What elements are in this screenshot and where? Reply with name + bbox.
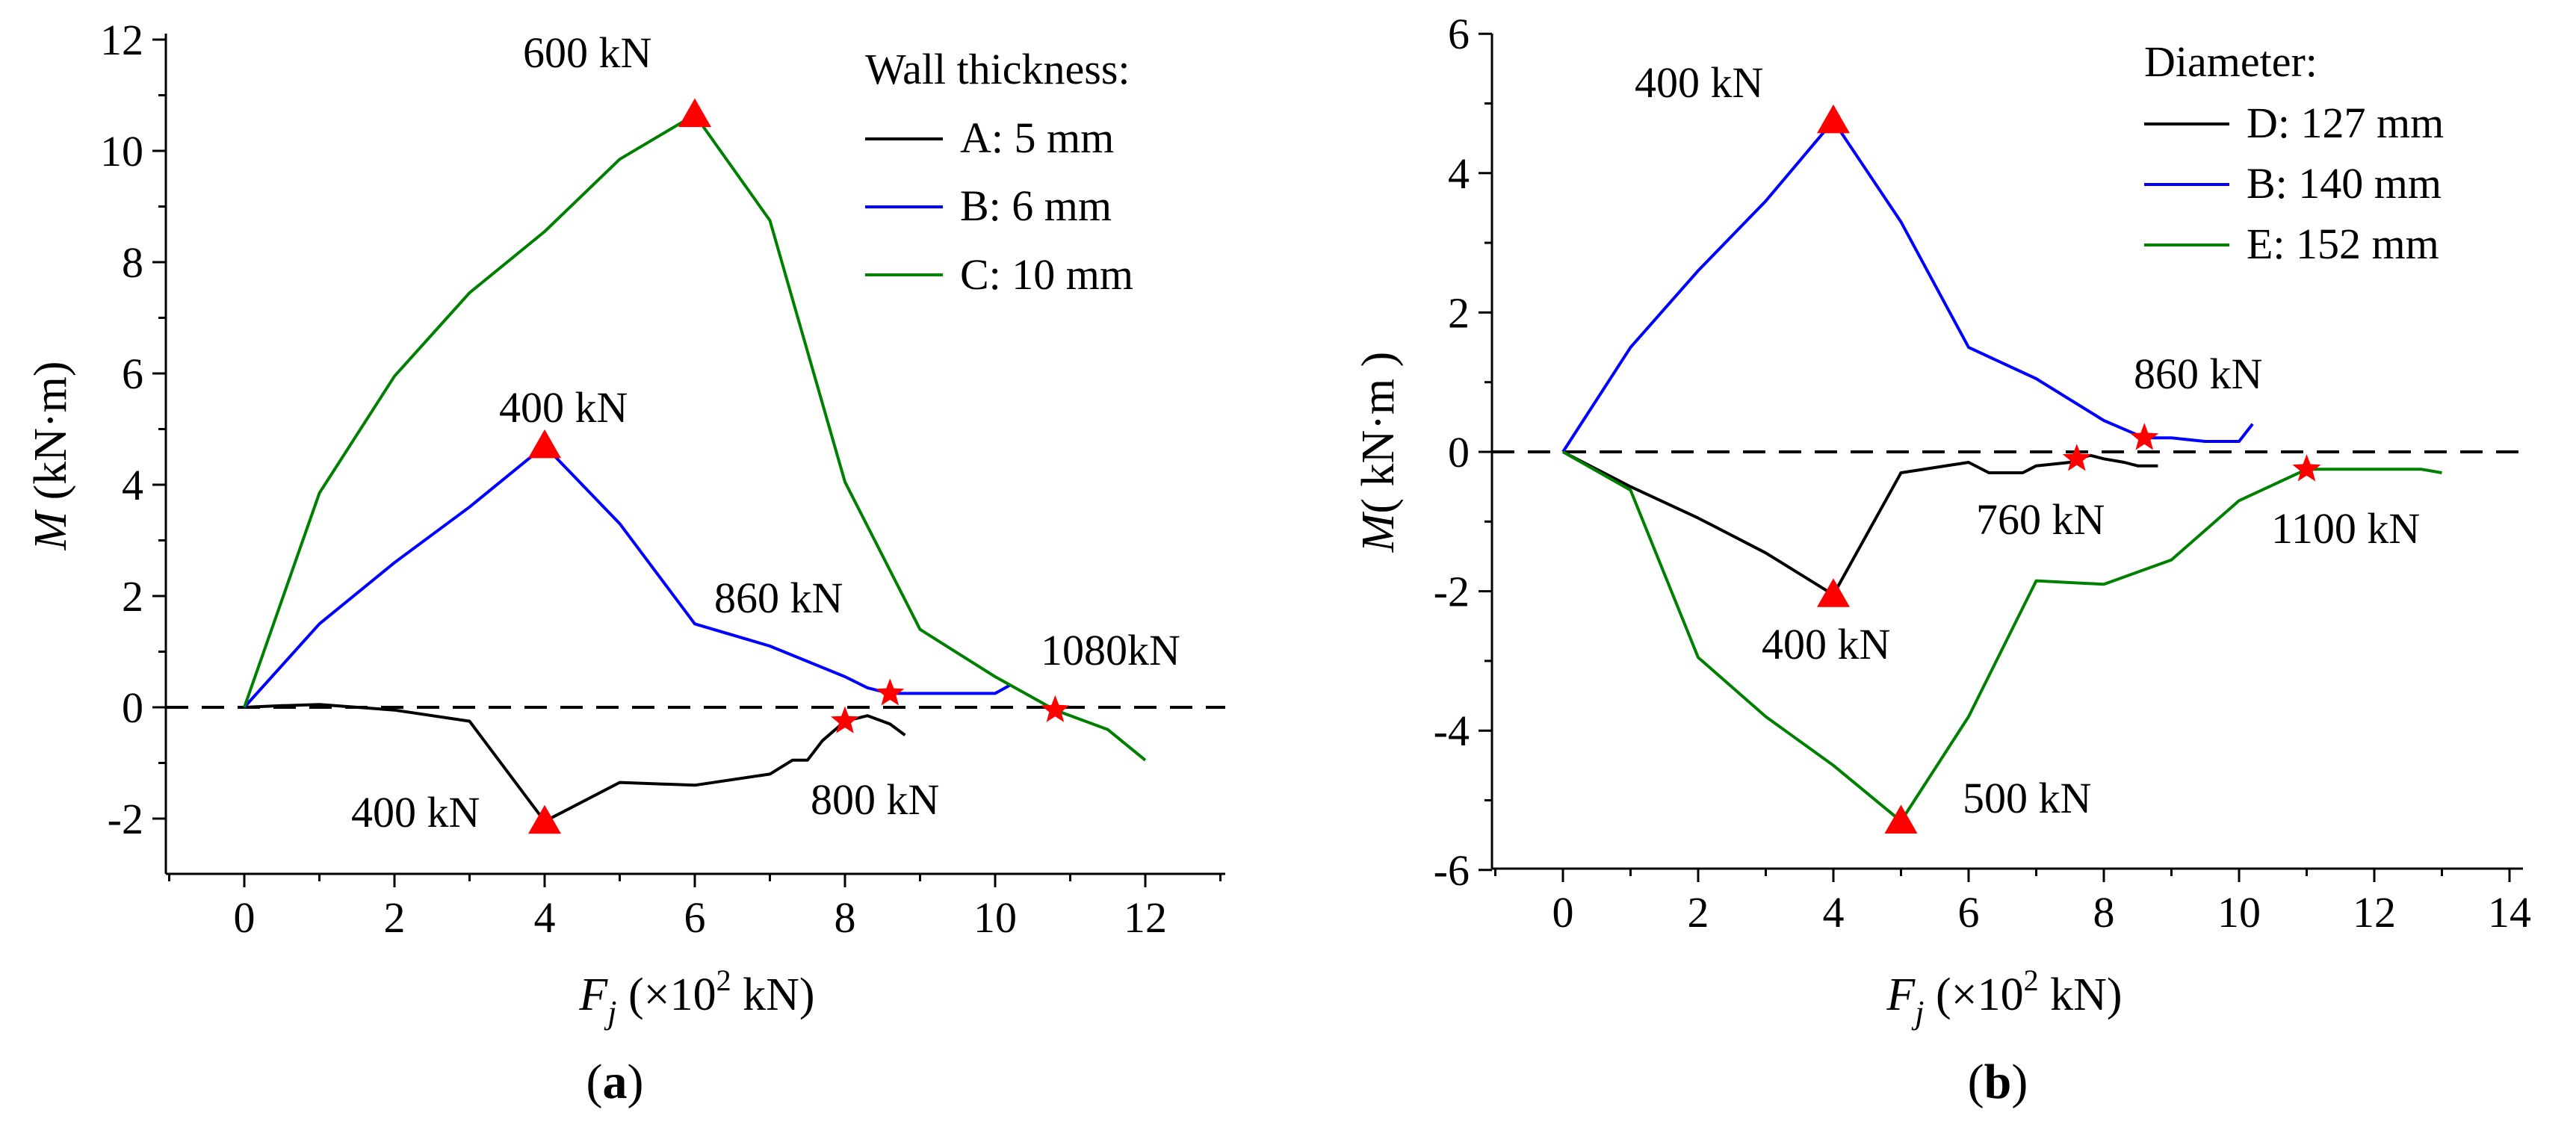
panel-b-legend-label-b: B: 140 mm <box>2247 159 2442 208</box>
y-tick-label: 6 <box>1448 10 1470 58</box>
panel-b-markers <box>1817 104 2321 834</box>
panel-a-legend-label-a: A: 5 mm <box>960 114 1114 162</box>
panel-b-legend-label-e: E: 152 mm <box>2247 220 2439 268</box>
panel-a-legend: Wall thickness: A: 5 mm B: 6 mm C: 10 mm <box>865 45 1133 299</box>
panel-b-y-ticks: -6 -4 -2 0 2 4 6 <box>1434 10 1492 895</box>
series-line-2 <box>243 444 1012 709</box>
panel-a-x-label: Fj (×102 kN) <box>578 963 814 1031</box>
x-tick-label: 10 <box>973 893 1017 942</box>
panel-b-annotation-1100kn: 1100 kN <box>2271 504 2420 553</box>
series-line-3 <box>1562 450 2442 823</box>
y-tick-label: 12 <box>100 16 143 64</box>
panel-a-annotation-800kn: 800 kN <box>811 775 939 824</box>
y-tick-label: -6 <box>1434 846 1470 895</box>
y-tick-label: -4 <box>1434 707 1470 755</box>
x-tick-label: 6 <box>1958 888 1980 937</box>
y-tick-label: 10 <box>100 127 143 176</box>
panel-a-legend-title: Wall thickness: <box>865 45 1130 93</box>
x-tick-label: 12 <box>1124 893 1167 942</box>
star-marker <box>876 678 905 706</box>
panel-b-legend-label-d: D: 127 mm <box>2247 99 2444 147</box>
panel-a-legend-label-b: B: 6 mm <box>960 181 1112 230</box>
panel-b-y-label: M( kN·m ) <box>1353 352 1404 553</box>
panel-b-series <box>1561 119 2442 823</box>
panel-a-markers <box>528 98 1070 834</box>
panel-b-annotation-500kn: 500 kN <box>1963 774 2091 822</box>
panel-a-annotation-860kn: 860 kN <box>714 574 843 622</box>
y-tick-label: 2 <box>122 572 143 621</box>
panel-a-y-ticks: -2 0 2 4 6 8 10 12 <box>100 16 166 843</box>
panel-b-label: (b) <box>1968 1055 2028 1109</box>
x-tick-label: 8 <box>2093 888 2115 937</box>
y-tick-label: 4 <box>1448 149 1470 198</box>
series-line-3 <box>243 113 1147 762</box>
star-marker <box>2292 454 2321 482</box>
y-tick-label: 4 <box>122 461 143 509</box>
panel-a-annotation-1080kn: 1080kN <box>1041 626 1180 674</box>
star-marker <box>831 706 859 733</box>
panel-b: -6 -4 -2 0 2 4 6 0 2 4 6 8 10 12 14 400 kN 400 kN 500… <box>1353 10 2531 1109</box>
x-tick-label: 6 <box>684 893 706 942</box>
x-tick-label: 0 <box>1552 888 1574 937</box>
x-tick-label: 2 <box>384 893 406 942</box>
series-line-2 <box>1561 119 2254 453</box>
panel-b-annotation-400kn-top: 400 kN <box>1635 58 1763 107</box>
panel-b-annotation-400kn-bottom: 400 kN <box>1762 620 1890 668</box>
panel-a-annotation-400kn-top: 400 kN <box>499 383 628 432</box>
star-marker <box>2130 423 2159 450</box>
x-tick-label: 4 <box>534 893 556 942</box>
star-marker <box>1041 695 1070 722</box>
series-line-1 <box>244 703 906 823</box>
panel-b-annotation-860kn: 860 kN <box>2134 350 2262 398</box>
panel-a-annotation-600kn: 600 kN <box>523 28 651 77</box>
triangle-marker <box>678 98 711 128</box>
panel-a-label: (a) <box>586 1055 644 1109</box>
y-tick-label: -2 <box>1434 568 1470 616</box>
panel-a: -2 0 2 4 6 8 10 12 0 2 4 6 8 10 12 600 kN 400 kN 400 … <box>25 16 1225 1109</box>
triangle-marker <box>1884 804 1918 834</box>
panel-a-x-ticks: 0 2 4 6 8 10 12 <box>168 874 1222 942</box>
y-tick-label: -2 <box>108 795 143 843</box>
triangle-marker <box>528 804 561 834</box>
x-tick-label: 10 <box>2217 888 2261 937</box>
x-tick-label: 14 <box>2488 888 2531 937</box>
x-tick-label: 0 <box>234 893 256 942</box>
panel-a-annotation-400kn-bottom: 400 kN <box>351 788 480 837</box>
y-tick-label: 8 <box>122 238 143 287</box>
x-tick-label: 2 <box>1688 888 1709 937</box>
x-tick-label: 12 <box>2353 888 2396 937</box>
x-tick-label: 8 <box>835 893 856 942</box>
panel-b-x-label: Fj (×102 kN) <box>1886 963 2122 1031</box>
triangle-marker <box>528 429 561 459</box>
panel-b-x-ticks: 0 2 4 6 8 10 12 14 <box>1494 869 2531 937</box>
triangle-marker <box>1817 578 1850 607</box>
y-tick-label: 2 <box>1448 288 1470 337</box>
y-tick-label: 0 <box>122 683 143 732</box>
series-line-1 <box>1562 450 2158 597</box>
panel-b-legend: Diameter: D: 127 mm B: 140 mm E: 152 mm <box>2144 37 2444 268</box>
triangle-marker <box>1817 104 1850 134</box>
star-marker <box>2062 444 2091 471</box>
panel-b-annotation-760kn: 760 kN <box>1976 495 2105 544</box>
panel-b-legend-title: Diameter: <box>2144 37 2318 86</box>
panel-a-y-label: M (kN·m) <box>25 361 76 550</box>
y-tick-label: 0 <box>1448 428 1470 477</box>
y-tick-label: 6 <box>122 350 143 398</box>
panel-a-legend-label-c: C: 10 mm <box>960 250 1133 299</box>
x-tick-label: 4 <box>1823 888 1845 937</box>
